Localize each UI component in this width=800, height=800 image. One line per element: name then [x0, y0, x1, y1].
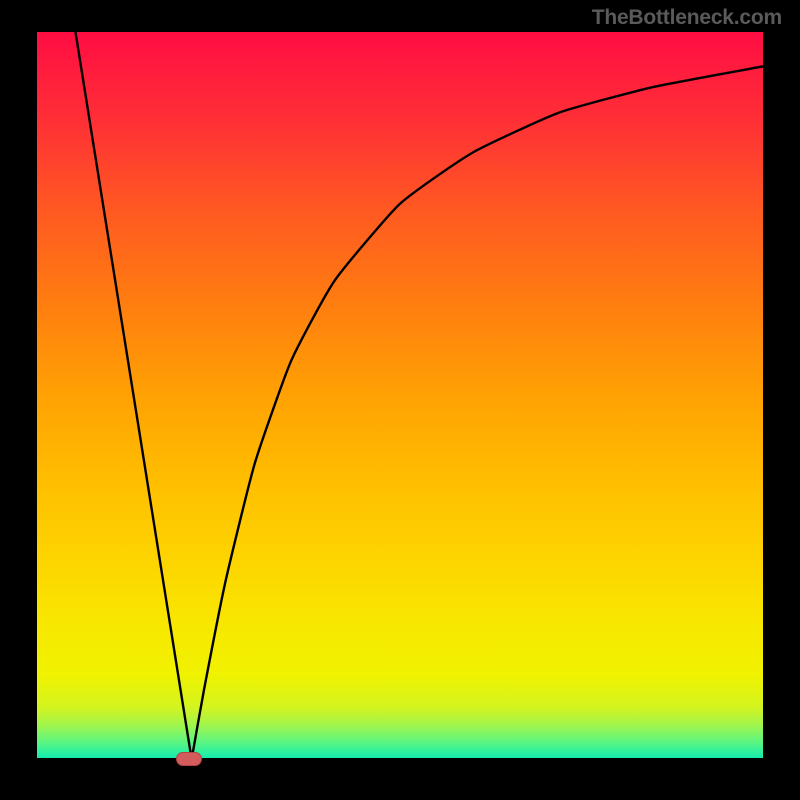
plot-area [37, 32, 763, 763]
valley-marker [176, 752, 202, 766]
v-curve [37, 32, 763, 763]
chart-container: TheBottleneck.com [0, 0, 800, 800]
watermark-text: TheBottleneck.com [592, 6, 782, 30]
